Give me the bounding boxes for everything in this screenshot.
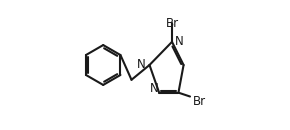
Text: Br: Br bbox=[166, 17, 179, 30]
Text: N: N bbox=[137, 58, 146, 72]
Text: Br: Br bbox=[193, 95, 206, 108]
Text: N: N bbox=[175, 35, 184, 48]
Text: N: N bbox=[150, 82, 159, 95]
